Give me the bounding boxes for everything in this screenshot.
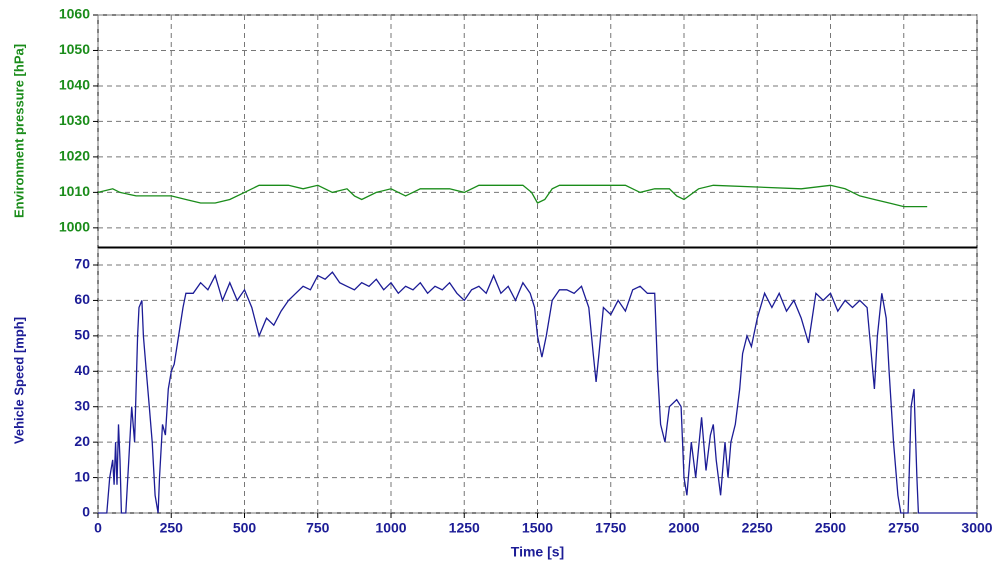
y-tick-label: 20	[74, 433, 90, 449]
x-tick-label: 2500	[815, 520, 846, 536]
y-axis-label: Environment pressure [hPa]	[11, 44, 26, 218]
plot-area	[97, 14, 978, 248]
y-axis-label: Vehicle Speed [mph]	[11, 317, 26, 444]
x-tick-label: 750	[306, 520, 330, 536]
x-tick-label: 250	[160, 520, 184, 536]
x-tick-label: 2750	[888, 520, 919, 536]
y-tick-label: 70	[74, 256, 90, 272]
x-tick-label: 3000	[961, 520, 992, 536]
y-tick-label: 0	[82, 504, 90, 520]
y-tick-label: 1050	[59, 41, 90, 57]
y-tick-label: 1000	[59, 219, 90, 235]
data-line	[98, 271, 977, 514]
y-tick-label: 30	[74, 397, 90, 413]
x-tick-label: 2000	[668, 520, 699, 536]
x-tick-label: 500	[233, 520, 257, 536]
y-tick-label: 1030	[59, 112, 90, 128]
y-tick-label: 1060	[59, 6, 90, 22]
x-tick-label: 0	[94, 520, 102, 536]
y-tick-label: 40	[74, 362, 90, 378]
x-tick-label: 2250	[742, 520, 773, 536]
x-tick-label: 1250	[449, 520, 480, 536]
y-tick-label: 10	[74, 468, 90, 484]
y-tick-label: 50	[74, 327, 90, 343]
data-line	[97, 184, 928, 208]
y-tick-label: 1040	[59, 77, 90, 93]
x-tick-label: 1500	[522, 520, 553, 536]
x-axis-label: Time [s]	[511, 544, 564, 560]
y-tick-label: 1010	[59, 183, 90, 199]
y-tick-label: 60	[74, 291, 90, 307]
x-tick-label: 1000	[375, 520, 406, 536]
x-tick-label: 1750	[595, 520, 626, 536]
y-tick-label: 1020	[59, 148, 90, 164]
